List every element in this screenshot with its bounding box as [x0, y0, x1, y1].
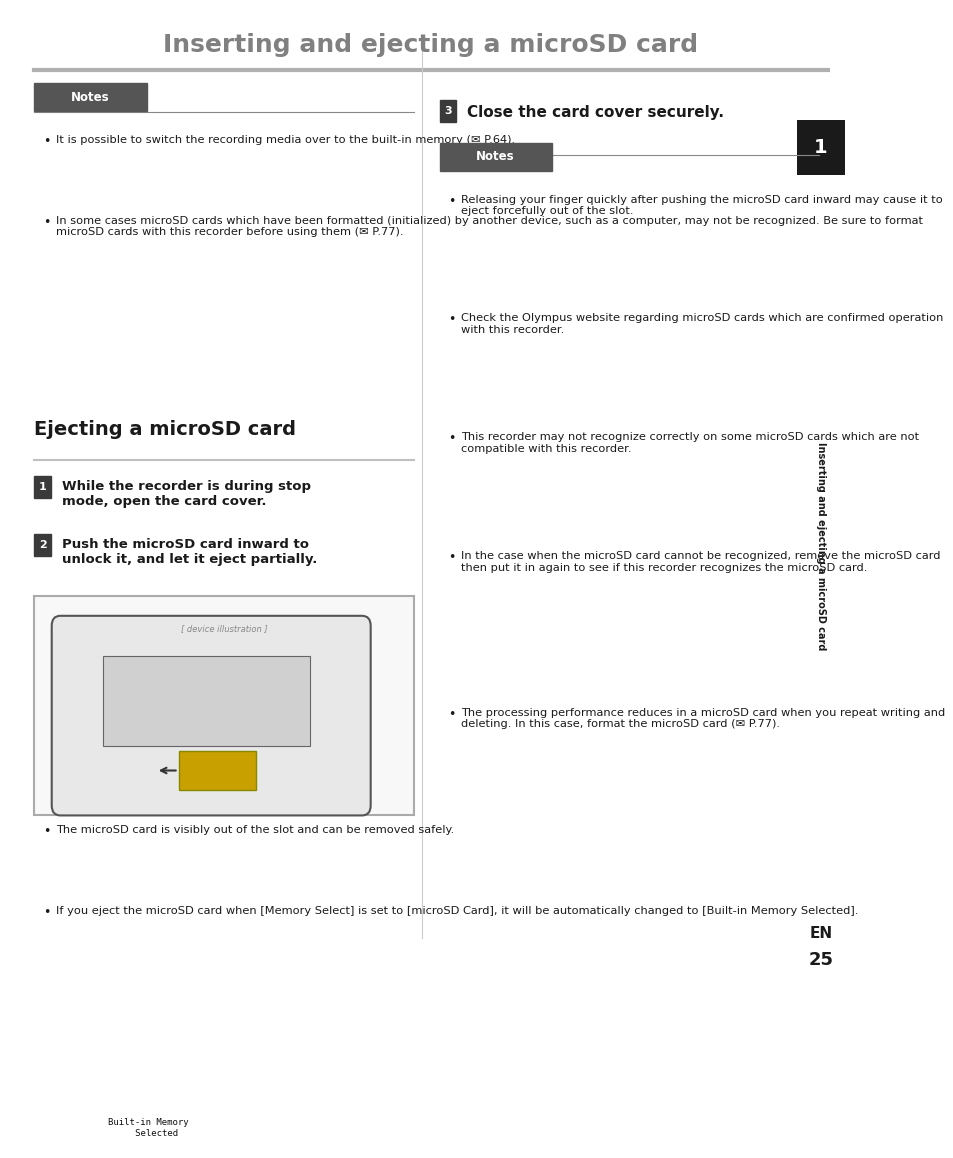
Text: •: •: [43, 907, 51, 919]
Bar: [178, 750, 256, 791]
Text: 1: 1: [814, 138, 827, 156]
Text: 25: 25: [808, 951, 833, 969]
Text: While the recorder is during stop
mode, open the card cover.: While the recorder is during stop mode, …: [62, 481, 311, 508]
Text: NE███: NE███: [228, 1079, 253, 1086]
Text: •: •: [448, 314, 456, 327]
Text: This recorder may not recognize correctly on some microSD cards which are not co: This recorder may not recognize correctl…: [460, 432, 919, 454]
Bar: [103, 655, 310, 746]
Text: If you eject the microSD card when [Memory Select] is set to [microSD Card], it : If you eject the microSD card when [Memo…: [56, 907, 858, 916]
Text: [ device illustration ]: [ device illustration ]: [181, 624, 267, 633]
Bar: [797, 119, 844, 175]
Text: •: •: [448, 551, 456, 564]
Bar: [34, 596, 414, 815]
Text: •: •: [43, 826, 51, 838]
Bar: [34, 534, 51, 556]
Text: 2: 2: [39, 540, 47, 550]
Bar: [34, 476, 51, 498]
Bar: [439, 142, 551, 171]
Text: IN: IN: [43, 1080, 51, 1086]
Text: Built-in Memory
   Selected: Built-in Memory Selected: [108, 1119, 189, 1137]
Text: Check the Olympus website regarding microSD cards which are confirmed operation : Check the Olympus website regarding micr…: [460, 314, 943, 335]
FancyBboxPatch shape: [51, 616, 371, 815]
Text: Push the microSD card inward to
unlock it, and let it eject partially.: Push the microSD card inward to unlock i…: [62, 538, 317, 566]
Text: Releasing your finger quickly after pushing the microSD card inward may cause it: Releasing your finger quickly after push…: [460, 195, 942, 217]
Text: Close the card cover securely.: Close the card cover securely.: [467, 104, 723, 119]
Text: The processing performance reduces in a microSD card when you repeat writing and: The processing performance reduces in a …: [460, 708, 944, 730]
Text: •: •: [448, 708, 456, 720]
Text: The microSD card is visibly out of the slot and can be removed safely.: The microSD card is visibly out of the s…: [56, 826, 454, 835]
Text: It is possible to switch the recording media over to the built-in memory (✉ P.64: It is possible to switch the recording m…: [56, 134, 515, 145]
Text: Ejecting a microSD card: Ejecting a microSD card: [34, 420, 296, 439]
Text: In some cases microSD cards which have been formatted (initialized) by another d: In some cases microSD cards which have b…: [56, 215, 923, 237]
Text: EN: EN: [809, 925, 832, 940]
Bar: [34, 83, 147, 111]
Text: In the case when the microSD card cannot be recognized, remove the microSD card : In the case when the microSD card cannot…: [460, 551, 940, 572]
Text: Notes: Notes: [476, 151, 515, 163]
Text: Inserting and ejecting a microSD card: Inserting and ejecting a microSD card: [815, 442, 825, 651]
Text: 1: 1: [39, 482, 47, 492]
Text: 3: 3: [443, 107, 451, 117]
Text: Inserting and ejecting a microSD card: Inserting and ejecting a microSD card: [163, 32, 698, 57]
Text: •: •: [43, 134, 51, 148]
Text: •: •: [448, 432, 456, 445]
Text: Notes: Notes: [71, 90, 110, 103]
Text: •: •: [43, 215, 51, 228]
Bar: [439, 101, 456, 123]
Bar: [34, 1073, 262, 1093]
Text: •: •: [448, 195, 456, 207]
Bar: [34, 1073, 262, 1158]
